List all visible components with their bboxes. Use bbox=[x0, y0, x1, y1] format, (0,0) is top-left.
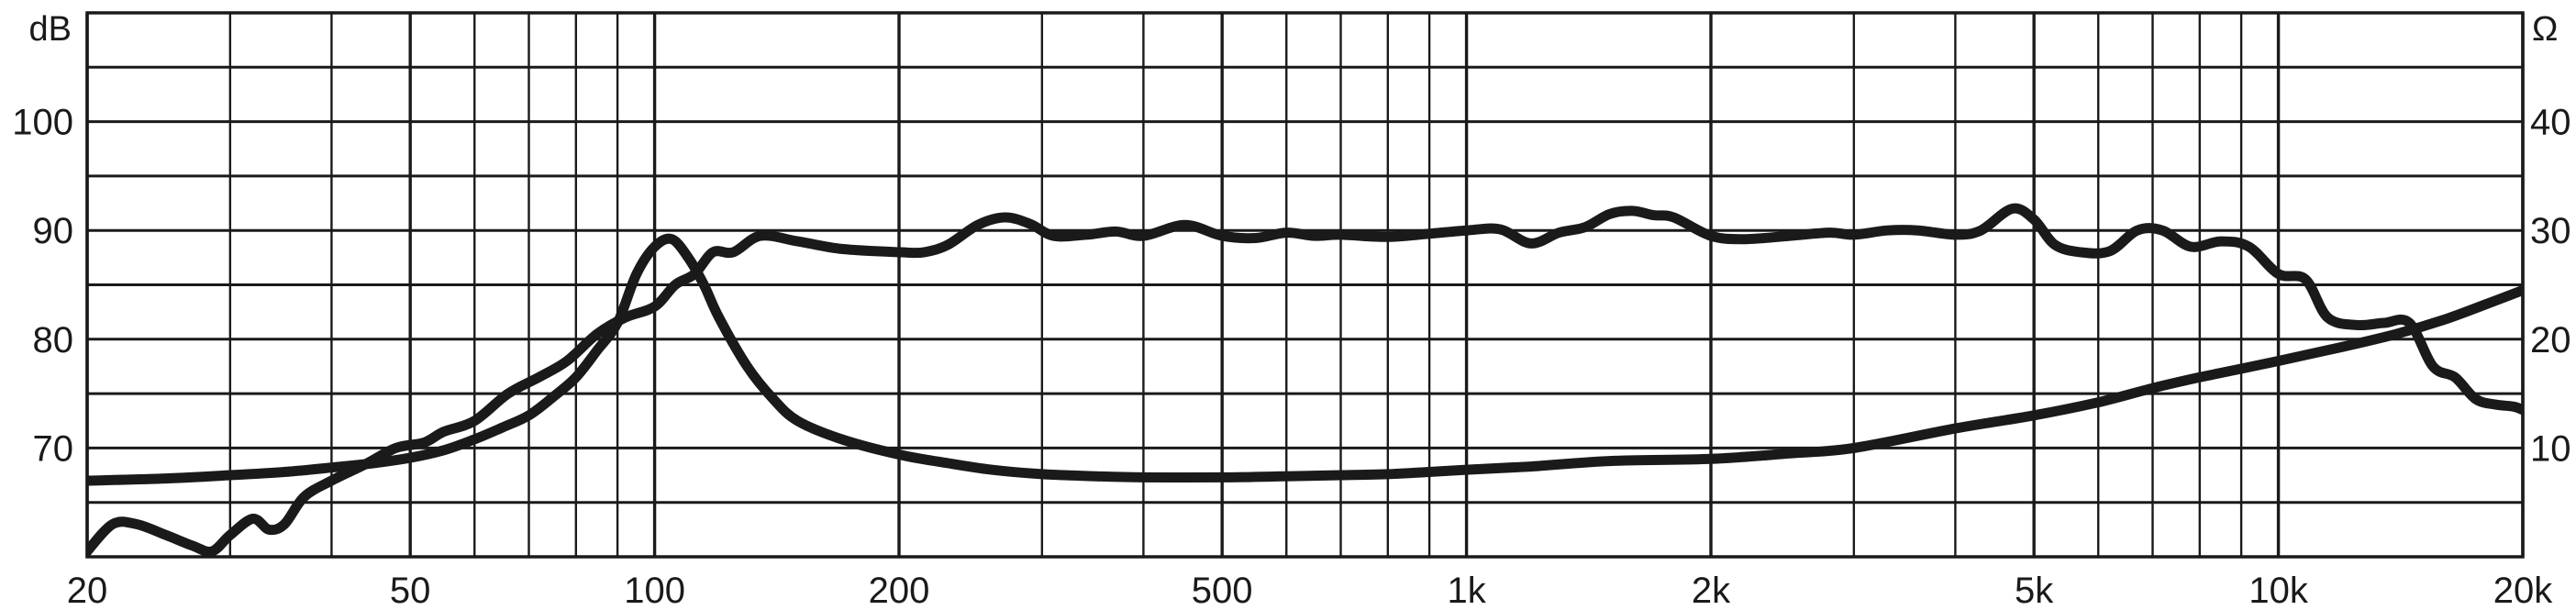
axis-labels: 20 50 100 200 500 1k 2k 5k 10k 20k 70 80 90 100 10 20 30… bbox=[12, 10, 2570, 610]
y-left-tick-label: 80 bbox=[33, 320, 74, 360]
x-tick-label: 5k bbox=[2015, 571, 2054, 610]
x-tick-label: 20k bbox=[2493, 571, 2553, 610]
x-tick-label: 2k bbox=[1692, 571, 1731, 610]
x-tick-label: 10k bbox=[2248, 571, 2308, 610]
plot-frame bbox=[85, 11, 2525, 559]
y-right-tick-label: 20 bbox=[2530, 320, 2571, 360]
y-left-tick-label: 70 bbox=[33, 428, 74, 469]
y-left-tick-label: 100 bbox=[12, 103, 73, 143]
plot-border bbox=[85, 11, 2525, 559]
y-right-tick-label: 30 bbox=[2530, 211, 2571, 251]
y-left-tick-label: 90 bbox=[33, 211, 74, 251]
x-tick-label: 500 bbox=[1192, 571, 1253, 610]
series-layer bbox=[87, 203, 2523, 557]
impedance-curve bbox=[87, 233, 2523, 486]
x-tick-label: 100 bbox=[624, 571, 685, 610]
y-right-unit-label: Ω bbox=[2532, 10, 2558, 49]
x-tick-label: 50 bbox=[390, 571, 431, 610]
x-tick-label: 200 bbox=[869, 571, 930, 610]
y-right-tick-label: 40 bbox=[2530, 103, 2571, 143]
x-tick-label: 20 bbox=[67, 571, 108, 610]
spl-curve bbox=[87, 203, 2523, 557]
x-tick-label: 1k bbox=[1447, 571, 1486, 610]
y-right-tick-label: 10 bbox=[2530, 428, 2571, 469]
y-left-unit-label: dB bbox=[29, 10, 72, 49]
